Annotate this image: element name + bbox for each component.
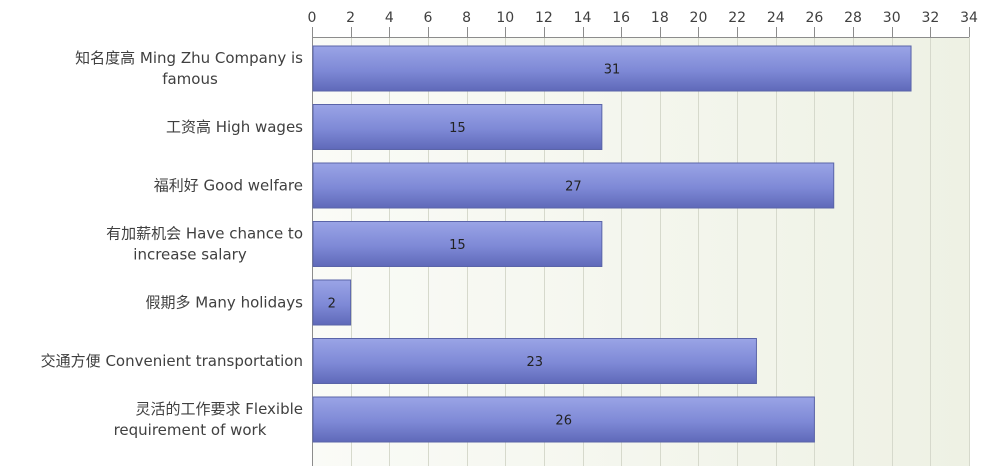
category-label: requirement of work bbox=[114, 421, 267, 439]
x-tick-label: 10 bbox=[496, 10, 514, 26]
category-label: increase salary bbox=[133, 246, 247, 264]
x-tick-label: 14 bbox=[574, 10, 592, 26]
x-tick-label: 6 bbox=[423, 10, 432, 26]
x-tick-label: 26 bbox=[805, 10, 823, 26]
x-tick-label: 20 bbox=[690, 10, 708, 26]
bar bbox=[312, 279, 352, 326]
bar-value-label: 31 bbox=[604, 63, 621, 78]
bar-value-label: 15 bbox=[449, 238, 466, 253]
category-labels: 知名度高 Ming Zhu Company is famous 工资高 High w… bbox=[41, 49, 304, 439]
x-tick-label: 34 bbox=[960, 10, 978, 26]
bar bbox=[312, 221, 603, 267]
x-tick-label: 28 bbox=[844, 10, 862, 26]
x-tick-label: 32 bbox=[921, 10, 939, 26]
x-tick-label: 18 bbox=[651, 10, 669, 26]
x-tick-label: 30 bbox=[883, 10, 901, 26]
x-axis: 0 2 4 6 8 10 12 14 16 18 20 22 24 26 28 30 32 34 bbox=[308, 10, 978, 466]
bars: 31 15 27 15 2 23 26 bbox=[312, 45, 912, 443]
bar-value-label: 27 bbox=[565, 180, 582, 195]
x-tick-label: 16 bbox=[612, 10, 630, 26]
bar-value-label: 15 bbox=[449, 121, 466, 136]
category-label: 灵活的工作要求 Flexible bbox=[136, 400, 304, 418]
category-label: famous bbox=[162, 70, 218, 88]
category-label: 交通方便 Convenient transportation bbox=[41, 352, 303, 370]
x-tick-label: 12 bbox=[535, 10, 553, 26]
x-tick-label: 0 bbox=[308, 10, 317, 26]
bar bbox=[312, 162, 835, 209]
bar bbox=[312, 338, 757, 384]
bar-value-label: 26 bbox=[555, 414, 572, 429]
category-label: 工资高 High wages bbox=[166, 118, 303, 136]
x-tick-label: 8 bbox=[462, 10, 471, 26]
x-tick-label: 24 bbox=[767, 10, 785, 26]
bar-value-label: 2 bbox=[328, 297, 336, 312]
x-tick-label: 2 bbox=[346, 10, 355, 26]
bar bbox=[312, 396, 815, 443]
bar bbox=[312, 45, 912, 92]
category-label: 假期多 Many holidays bbox=[146, 294, 304, 312]
category-label: 有加薪机会 Have chance to bbox=[106, 225, 303, 243]
category-label: 知名度高 Ming Zhu Company is bbox=[75, 49, 303, 67]
x-tick-label: 4 bbox=[385, 10, 394, 26]
x-tick-label: 22 bbox=[728, 10, 746, 26]
category-label: 福利好 Good welfare bbox=[154, 177, 303, 195]
bar-value-label: 23 bbox=[526, 355, 543, 370]
bar bbox=[312, 104, 603, 150]
